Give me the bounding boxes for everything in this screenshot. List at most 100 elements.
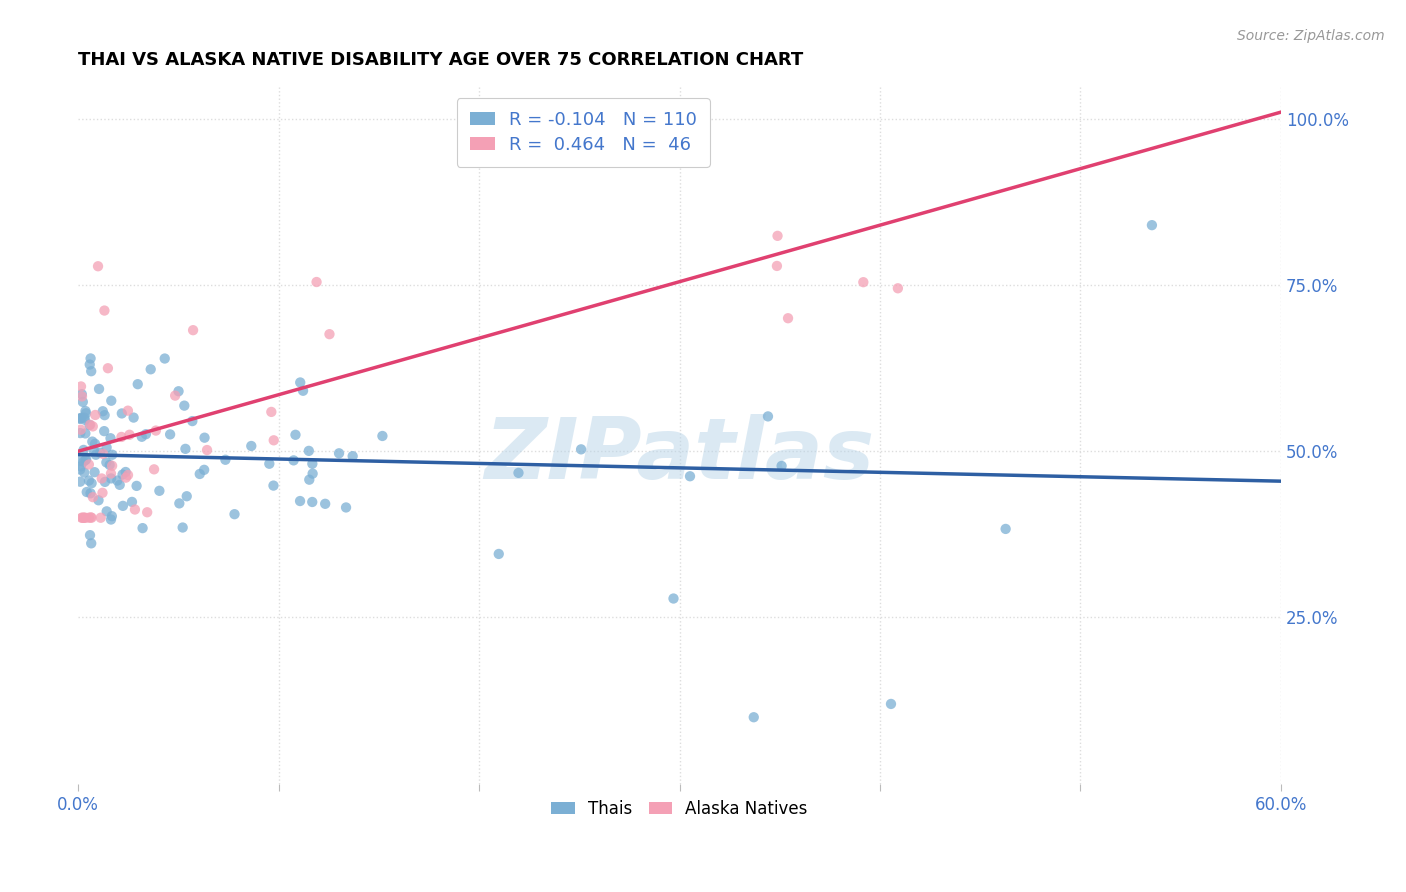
Point <box>766 259 789 273</box>
Point <box>121 495 143 509</box>
Point <box>174 442 197 456</box>
Point <box>117 468 139 483</box>
Point <box>101 458 124 473</box>
Point <box>87 259 110 273</box>
Point <box>301 467 323 481</box>
Point <box>292 384 315 398</box>
Point <box>195 443 218 458</box>
Point <box>93 408 115 422</box>
Point <box>135 427 157 442</box>
Point <box>488 547 510 561</box>
Point <box>80 510 103 524</box>
Point <box>101 509 124 524</box>
Point <box>72 455 94 469</box>
Point <box>994 522 1017 536</box>
Point <box>181 323 204 337</box>
Point <box>100 512 122 526</box>
Point <box>371 429 394 443</box>
Point <box>143 462 166 476</box>
Point <box>569 442 592 457</box>
Point <box>770 458 793 473</box>
Point <box>108 478 131 492</box>
Point <box>188 467 211 481</box>
Point <box>75 404 97 418</box>
Point <box>93 303 115 318</box>
Point <box>679 469 702 483</box>
Point <box>880 697 903 711</box>
Point <box>75 426 97 441</box>
Point <box>73 510 96 524</box>
Point <box>70 459 93 474</box>
Point <box>852 275 875 289</box>
Point <box>89 446 111 460</box>
Point <box>145 424 167 438</box>
Point <box>72 510 94 524</box>
Point <box>77 458 100 472</box>
Point <box>335 500 357 515</box>
Point <box>288 494 311 508</box>
Point <box>101 448 124 462</box>
Point <box>76 485 98 500</box>
Point <box>124 502 146 516</box>
Point <box>153 351 176 366</box>
Point <box>79 351 101 366</box>
Point <box>87 493 110 508</box>
Point <box>69 412 91 426</box>
Point <box>84 437 107 451</box>
Point <box>766 228 789 243</box>
Point <box>80 476 103 491</box>
Point <box>70 410 93 425</box>
Point <box>165 389 187 403</box>
Point <box>84 448 107 462</box>
Point <box>90 510 112 524</box>
Point <box>98 458 121 472</box>
Point <box>79 358 101 372</box>
Point <box>105 474 128 488</box>
Point <box>73 413 96 427</box>
Point <box>80 510 103 524</box>
Point <box>283 453 305 467</box>
Point <box>70 510 93 524</box>
Point <box>260 405 283 419</box>
Point <box>110 430 132 444</box>
Point <box>169 496 191 510</box>
Point <box>318 327 340 342</box>
Point <box>97 361 120 376</box>
Point <box>159 427 181 442</box>
Point <box>263 434 285 448</box>
Point <box>756 409 779 424</box>
Point <box>136 505 159 519</box>
Point <box>82 434 104 449</box>
Point <box>127 377 149 392</box>
Point <box>75 452 97 467</box>
Point <box>70 379 93 393</box>
Point <box>193 463 215 477</box>
Point <box>77 474 100 488</box>
Point <box>73 510 96 524</box>
Point <box>82 419 104 434</box>
Point <box>125 479 148 493</box>
Point <box>96 504 118 518</box>
Text: Source: ZipAtlas.com: Source: ZipAtlas.com <box>1237 29 1385 44</box>
Point <box>69 462 91 476</box>
Point <box>181 414 204 428</box>
Point <box>72 442 94 457</box>
Point <box>214 452 236 467</box>
Point <box>176 489 198 503</box>
Point <box>662 591 685 606</box>
Point <box>80 364 103 378</box>
Point <box>742 710 765 724</box>
Point <box>301 457 323 471</box>
Point <box>298 443 321 458</box>
Point <box>69 453 91 467</box>
Point <box>305 275 328 289</box>
Point <box>1140 218 1163 232</box>
Point <box>173 399 195 413</box>
Point <box>93 424 115 438</box>
Text: THAI VS ALASKA NATIVE DISABILITY AGE OVER 75 CORRELATION CHART: THAI VS ALASKA NATIVE DISABILITY AGE OVE… <box>79 51 803 69</box>
Point <box>342 449 364 463</box>
Point <box>114 465 136 479</box>
Point <box>301 495 323 509</box>
Point <box>80 536 103 550</box>
Point <box>75 453 97 467</box>
